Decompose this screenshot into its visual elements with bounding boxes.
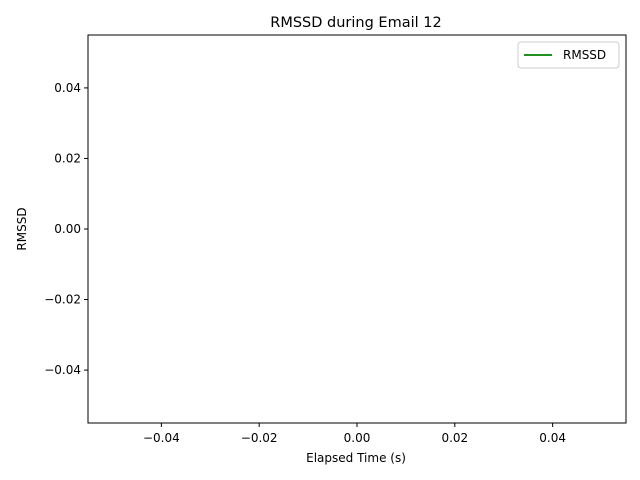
y-axis-label: RMSSD: [15, 207, 29, 250]
chart-title: RMSSD during Email 12: [270, 15, 441, 31]
x-tick-label: 0.00: [344, 431, 371, 445]
y-tick-label: −0.04: [44, 363, 81, 377]
y-tick-label: 0.02: [54, 151, 81, 165]
x-tick-label: −0.04: [143, 431, 180, 445]
x-tick-label: 0.04: [539, 431, 566, 445]
x-tick-label: 0.02: [441, 431, 468, 445]
x-axis-ticks: −0.04 −0.02 0.00 0.02 0.04: [143, 423, 566, 445]
legend-box: [517, 41, 620, 69]
legend: RMSSD: [517, 41, 620, 69]
legend-label-rmssd: RMSSD: [563, 48, 606, 62]
y-axis-ticks: −0.04 −0.02 0.00 0.02 0.04: [44, 81, 88, 377]
y-tick-label: 0.04: [54, 81, 81, 95]
y-tick-label: −0.02: [44, 293, 81, 307]
x-axis-label: Elapsed Time (s): [306, 451, 406, 465]
y-tick-label: 0.00: [54, 222, 81, 236]
x-tick-label: −0.02: [241, 431, 278, 445]
